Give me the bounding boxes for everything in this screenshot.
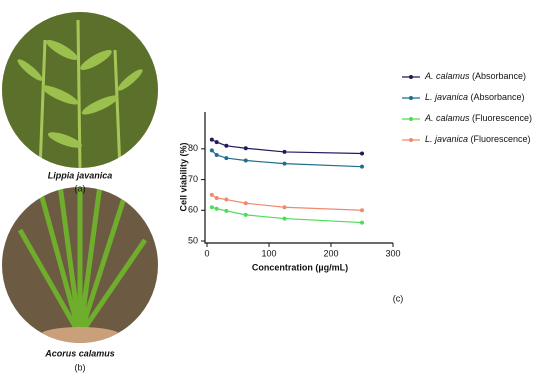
data-point (360, 151, 364, 156)
legend-marker (409, 96, 413, 100)
panel-caption: Acorus calamus (44, 348, 115, 358)
y-tick-label: 70 (188, 174, 198, 184)
series-line (211, 194, 363, 211)
panel-label: (a) (75, 183, 86, 193)
x-axis-label: Concentration (µg/mL) (252, 262, 348, 272)
data-point (214, 153, 219, 157)
data-point (224, 156, 229, 161)
legend-marker (409, 117, 413, 121)
x-tick-label: 0 (204, 248, 209, 258)
data-point (224, 143, 229, 148)
y-axis-label: Cell viability (%) (178, 142, 188, 211)
y-tick-label: 50 (188, 235, 198, 245)
data-point (282, 149, 287, 154)
data-point (243, 146, 248, 151)
panel-label: (b) (75, 362, 86, 372)
photo-acorus (2, 187, 158, 343)
data-point (282, 216, 287, 221)
y-tick-label: 80 (188, 143, 198, 153)
panel-caption: Lippia javanica (48, 170, 113, 180)
series-line (211, 139, 363, 155)
axis-line (204, 112, 393, 244)
data-point (209, 137, 214, 142)
x-tick-label: 300 (385, 248, 400, 258)
data-point (360, 208, 364, 213)
data-point (214, 140, 219, 145)
data-point (209, 192, 214, 197)
legend-marker (409, 75, 413, 79)
photo-lippia (2, 12, 158, 168)
data-point (243, 212, 248, 217)
legend-label: A. calamus (Absorbance) (424, 71, 526, 81)
data-point (224, 208, 229, 213)
legend-label: L. javanica (Fluorescence) (425, 134, 531, 144)
data-point (243, 201, 248, 206)
legend-label: A. calamus (Fluorescence) (424, 113, 532, 123)
data-point (209, 205, 214, 210)
data-point (282, 161, 287, 166)
legend-label: L. javanica (Absorbance) (425, 92, 525, 102)
x-tick-label: 200 (323, 248, 338, 258)
data-point (209, 148, 214, 153)
data-point (214, 196, 219, 200)
legend-marker (409, 138, 413, 142)
data-point (282, 205, 287, 210)
data-point (214, 206, 219, 211)
data-point (243, 158, 248, 163)
panel-label: (c) (393, 293, 404, 303)
data-point (360, 164, 364, 169)
data-point (224, 197, 229, 202)
data-point (360, 220, 364, 225)
x-tick-label: 100 (261, 248, 276, 258)
y-tick-label: 60 (188, 205, 198, 215)
